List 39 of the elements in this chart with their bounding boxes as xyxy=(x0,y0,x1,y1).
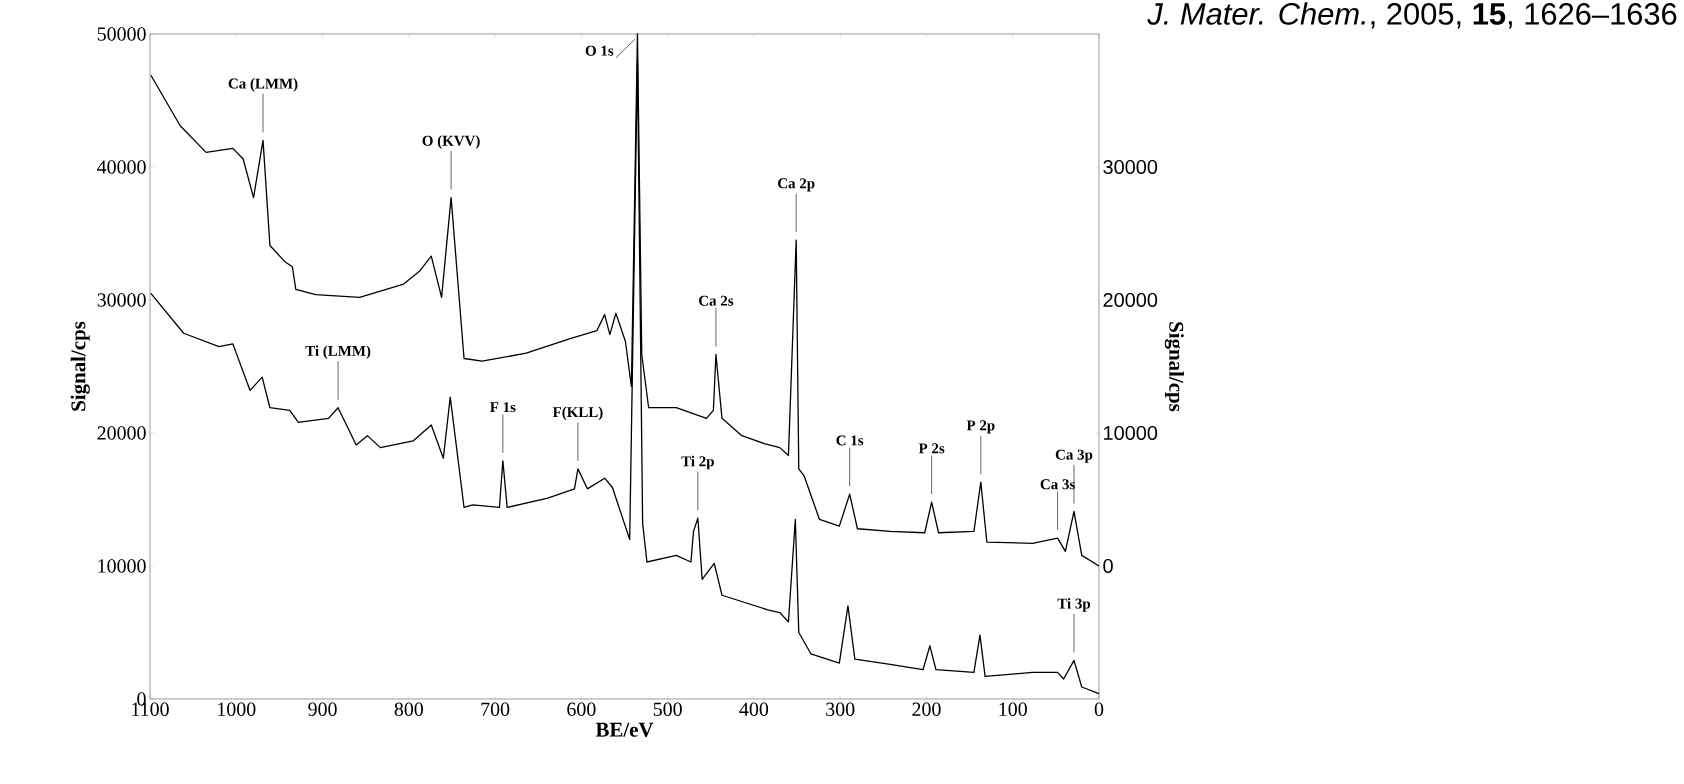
x-tick-label: 0 xyxy=(1094,702,1104,716)
x-tick-label: 900 xyxy=(308,702,337,716)
y-tick-label: 40000 xyxy=(97,160,146,174)
annotation: P 2s xyxy=(918,443,945,454)
x-tick-label: 100 xyxy=(999,702,1027,716)
annotation: F(KLL) xyxy=(552,406,603,421)
x-axis-title: BE/eV xyxy=(595,722,654,737)
x-tick-label: 800 xyxy=(394,702,424,716)
annotation: Ca 2s xyxy=(699,295,734,306)
annotation: Ca 3s xyxy=(1040,479,1075,490)
y-tick-label: 10000 xyxy=(98,559,146,573)
annotation: Ca 3p xyxy=(1055,449,1093,463)
x-tick-label: 700 xyxy=(481,702,510,716)
annotation: Ca (LMM) xyxy=(228,78,298,92)
annotation: Ti 3p xyxy=(1057,598,1091,612)
annotation: Ti (LMM) xyxy=(305,345,371,359)
x-tick-label: 600 xyxy=(567,702,596,716)
annotation: F 1s xyxy=(490,402,516,413)
y2-axis-title: Signal/cps xyxy=(1164,322,1184,412)
x-tick-label: 200 xyxy=(912,702,941,716)
y2-tick-label: 0 xyxy=(1103,558,1113,574)
text: J. Mater. Chem., 2005, 15, 1626–1636 xyxy=(1147,2,1677,29)
annotation: P 2p xyxy=(966,420,995,434)
y-axis-title: Signal/cps xyxy=(70,321,90,411)
annotation: O 1s xyxy=(585,45,614,56)
x-tick-label: 400 xyxy=(739,702,769,716)
y-tick-label: 30000 xyxy=(97,293,146,307)
y2-tick-label: 30000 xyxy=(1103,159,1158,175)
annotation: Ca 2p xyxy=(778,178,815,192)
annotation: O (KVV) xyxy=(422,135,480,149)
annotation: C 1s xyxy=(836,435,864,446)
y-tick-label: 50000 xyxy=(97,27,146,41)
y2-tick-label: 10000 xyxy=(1104,425,1158,441)
x-tick-label: 500 xyxy=(653,702,682,716)
y-tick-label: 20000 xyxy=(97,426,146,440)
x-tick-label: 1000 xyxy=(218,702,256,716)
y2-tick-label: 20000 xyxy=(1103,292,1158,308)
x-tick-label: 300 xyxy=(826,702,855,716)
annotation: Ti 2p xyxy=(681,455,714,470)
